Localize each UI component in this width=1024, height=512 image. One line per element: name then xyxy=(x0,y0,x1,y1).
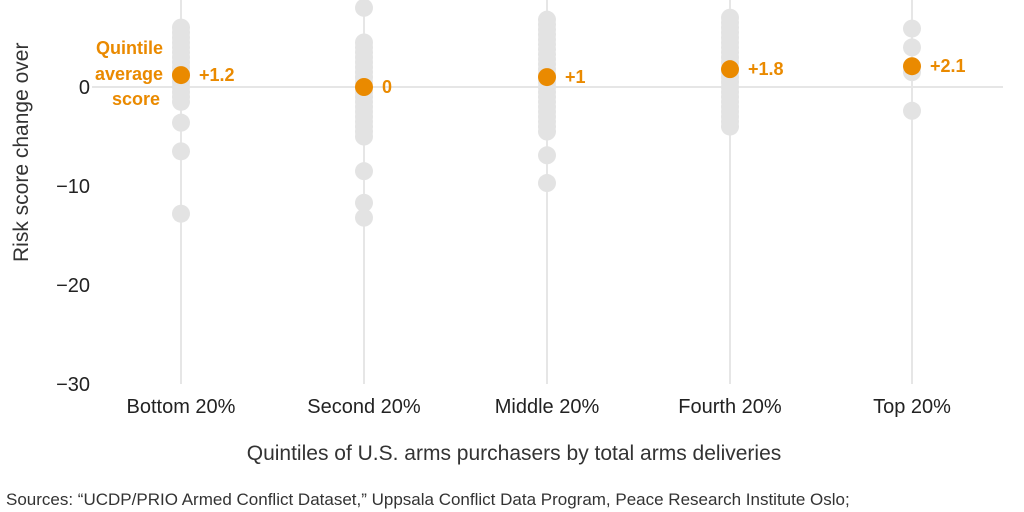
annotation-line-3: score xyxy=(112,89,160,109)
data-point xyxy=(355,193,373,212)
annotation-line-2: average xyxy=(95,64,163,84)
average-label: +2.1 xyxy=(930,56,966,76)
data-point xyxy=(172,142,190,161)
data-point xyxy=(903,101,921,120)
average-label: +1.2 xyxy=(199,65,235,85)
average-label: 0 xyxy=(382,77,392,97)
y-tick-label: −30 xyxy=(56,374,90,396)
x-category-label: Second 20% xyxy=(307,396,421,418)
y-tick-label: 0 xyxy=(79,77,90,99)
average-point xyxy=(538,68,556,87)
data-point xyxy=(355,127,373,146)
x-category-label: Top 20% xyxy=(873,396,951,418)
data-point xyxy=(903,38,921,57)
y-axis-ticks: 0 −10 −20 −30 xyxy=(56,77,90,396)
average-point xyxy=(903,57,921,76)
data-point xyxy=(355,162,373,181)
x-category-label: Bottom 20% xyxy=(127,396,236,418)
average-point xyxy=(721,60,739,79)
x-axis-categories: Bottom 20% Second 20% Middle 20% Fourth 20%… xyxy=(127,396,952,418)
average-label: +1 xyxy=(565,67,586,87)
data-point xyxy=(538,174,556,193)
data-point xyxy=(538,122,556,141)
average-label: +1.8 xyxy=(748,59,784,79)
average-point xyxy=(355,78,373,96)
data-point xyxy=(903,19,921,38)
data-point xyxy=(355,208,373,227)
average-point xyxy=(172,66,190,85)
data-point xyxy=(721,117,739,136)
y-tick-label: −10 xyxy=(56,176,90,198)
x-axis-label: Quintiles of U.S. arms purchasers by tot… xyxy=(247,442,782,465)
x-category-label: Middle 20% xyxy=(495,396,600,418)
average-markers: +1.2 0 +1 +1.8 +2.1 xyxy=(172,56,966,97)
annotation-line-1: Quintile xyxy=(96,38,163,58)
data-point xyxy=(355,0,373,17)
data-point xyxy=(172,204,190,223)
source-note: Sources: “UCDP/PRIO Armed Conflict Datas… xyxy=(6,490,850,509)
data-point xyxy=(172,113,190,132)
data-point xyxy=(172,92,190,111)
annotation: Quintile average score xyxy=(95,38,163,109)
y-axis-label: Risk score change over xyxy=(10,43,33,262)
y-tick-label: −20 xyxy=(56,275,90,297)
x-category-label: Fourth 20% xyxy=(678,396,782,418)
data-point xyxy=(538,146,556,165)
